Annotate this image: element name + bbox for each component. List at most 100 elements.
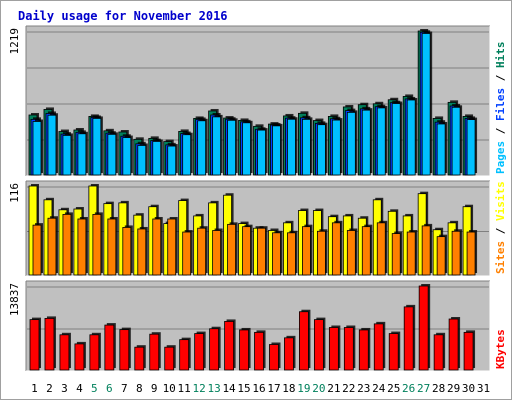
- legend-kbytes: KBytes: [494, 329, 507, 369]
- x-tick-label-day-26: 26: [402, 382, 415, 395]
- bar-sites-day-21: [331, 222, 341, 276]
- x-tick-label-day-14: 14: [222, 382, 236, 395]
- bar-pages-day-12: [197, 120, 207, 176]
- x-tick-label-day-23: 23: [357, 382, 370, 395]
- bar-sites-day-25: [391, 233, 401, 276]
- x-tick-label-day-1: 1: [31, 382, 38, 395]
- bar-pages-day-3: [62, 135, 72, 176]
- x-tick-label-day-30: 30: [462, 382, 475, 395]
- bar-kbytes-day-17: [269, 344, 279, 371]
- x-tick-label-day-17: 17: [267, 382, 280, 395]
- x-tick-label-day-21: 21: [327, 382, 340, 395]
- bar-sites-day-1: [32, 224, 42, 276]
- bar-kbytes-day-27: [418, 285, 429, 371]
- bar-sites-day-22: [346, 230, 356, 276]
- bar-kbytes-day-28: [433, 334, 444, 371]
- bar-kbytes-day-13: [209, 328, 220, 371]
- bar-pages-day-21: [331, 119, 341, 176]
- bar-kbytes-day-26: [403, 306, 414, 371]
- bar-sites-day-3: [62, 213, 72, 276]
- bar-pages-day-17: [272, 125, 281, 176]
- bar-sites-day-9: [152, 218, 162, 276]
- bar-pages-day-28: [436, 123, 446, 176]
- bar-kbytes-day-10: [164, 346, 175, 371]
- bar-sites-day-23: [361, 226, 371, 276]
- bar-pages-day-25: [391, 103, 401, 176]
- bar-sites-day-17: [272, 232, 281, 276]
- bar-kbytes-day-6: [104, 324, 115, 371]
- bar-kbytes-day-11: [179, 339, 190, 371]
- x-tick-label-day-7: 7: [121, 382, 128, 395]
- x-tick-label-day-5: 5: [91, 382, 98, 395]
- legend-sites-visits: Sites / Visits: [494, 181, 507, 274]
- bar-kbytes-day-16: [254, 331, 264, 371]
- bar-kbytes-day-8: [134, 346, 145, 371]
- bar-pages-day-9: [152, 141, 162, 176]
- bar-sites-day-2: [47, 217, 57, 276]
- bar-sites-day-28: [436, 236, 446, 276]
- x-tick-label-day-29: 29: [447, 382, 460, 395]
- bar-pages-day-24: [376, 107, 386, 176]
- x-tick-label-day-19: 19: [297, 382, 310, 395]
- bar-kbytes-day-24: [373, 323, 384, 371]
- x-tick-label-day-2: 2: [46, 382, 53, 395]
- bar-sites-day-29: [451, 230, 461, 276]
- max-label-panel-3: 13837: [8, 283, 21, 316]
- bar-kbytes-day-9: [149, 333, 160, 371]
- bar-sites-day-5: [92, 213, 102, 276]
- bar-kbytes-day-20: [313, 319, 324, 371]
- bar-sites-day-7: [122, 227, 132, 276]
- bar-pages-day-7: [122, 137, 132, 176]
- x-tick-label-day-12: 12: [193, 382, 206, 395]
- bar-pages-day-15: [242, 122, 251, 176]
- bar-pages-day-8: [137, 145, 147, 176]
- bar-pages-day-19: [302, 118, 311, 176]
- x-tick-label-day-6: 6: [106, 382, 113, 395]
- bar-sites-day-19: [302, 226, 311, 276]
- max-label-panel-2: 116: [8, 183, 21, 203]
- bar-sites-day-6: [107, 218, 117, 276]
- bar-kbytes-day-15: [239, 329, 249, 371]
- bar-pages-day-22: [346, 111, 356, 176]
- bar-sites-day-4: [77, 218, 87, 276]
- x-tick-label-day-4: 4: [76, 382, 83, 395]
- bar-sites-day-26: [406, 231, 416, 276]
- bar-sites-day-10: [167, 218, 177, 276]
- x-tick-label-day-27: 27: [417, 382, 430, 395]
- bar-pages-day-27: [421, 33, 431, 176]
- bar-sites-day-27: [421, 225, 431, 276]
- bar-kbytes-day-1: [29, 319, 40, 371]
- bar-sites-day-15: [242, 226, 251, 276]
- bar-pages-day-11: [182, 134, 192, 176]
- bar-sites-day-11: [182, 231, 192, 276]
- bar-kbytes-day-12: [194, 333, 205, 371]
- bar-pages-day-14: [227, 119, 236, 176]
- bar-pages-day-10: [167, 145, 177, 176]
- bar-pages-day-23: [361, 109, 371, 176]
- x-tick-label-day-31: 31: [477, 382, 490, 395]
- bar-pages-day-4: [77, 133, 87, 176]
- bar-pages-day-26: [406, 99, 416, 176]
- x-tick-label-day-20: 20: [312, 382, 325, 395]
- bar-sites-day-30: [466, 231, 476, 276]
- x-tick-label-day-22: 22: [342, 382, 355, 395]
- bar-kbytes-day-23: [358, 329, 369, 371]
- bar-kbytes-day-22: [343, 327, 354, 371]
- bar-sites-day-12: [197, 227, 207, 276]
- bar-kbytes-day-5: [89, 334, 100, 371]
- bar-pages-day-5: [92, 118, 102, 176]
- x-tick-label-day-15: 15: [237, 382, 250, 395]
- x-tick-label-day-24: 24: [372, 382, 386, 395]
- bar-sites-day-24: [376, 222, 386, 276]
- bar-sites-day-16: [257, 227, 266, 276]
- bar-sites-day-13: [212, 230, 222, 276]
- x-tick-label-day-10: 10: [163, 382, 176, 395]
- max-label-panel-1: 1219: [8, 28, 21, 55]
- bar-kbytes-day-4: [74, 343, 85, 371]
- x-tick-label-day-28: 28: [432, 382, 445, 395]
- bar-kbytes-day-25: [388, 333, 399, 371]
- bar-kbytes-day-30: [463, 331, 474, 371]
- bar-pages-day-20: [316, 124, 326, 176]
- legend-pages-files-hits: Pages / Files / Hits: [494, 42, 507, 175]
